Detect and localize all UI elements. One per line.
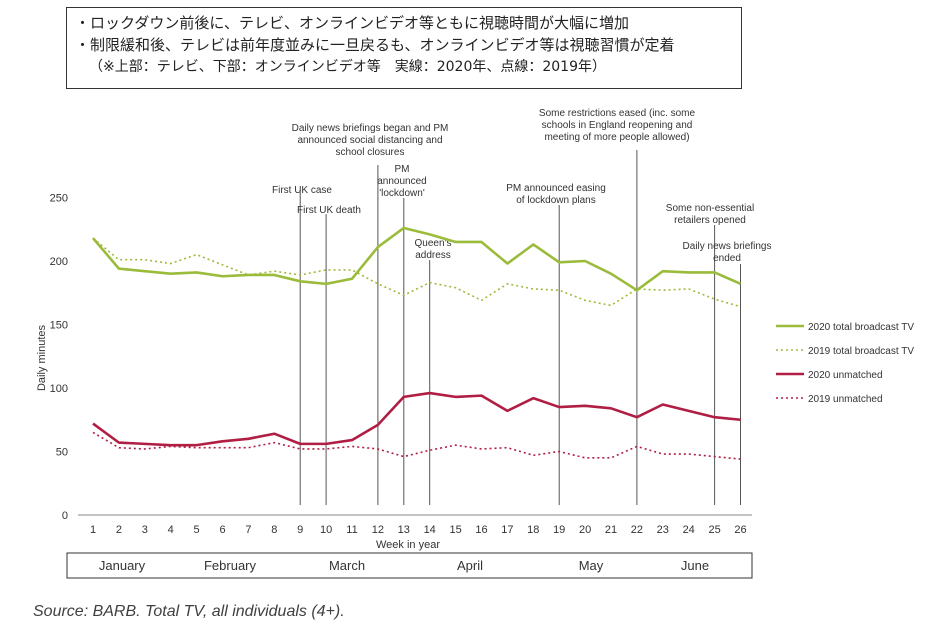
series-lines bbox=[92, 226, 742, 460]
x-tick-label: 2 bbox=[116, 524, 122, 536]
event-label: Queen's bbox=[415, 238, 452, 249]
legend-label: 2020 total broadcast TV bbox=[808, 322, 914, 333]
x-tick-label: 11 bbox=[346, 524, 357, 536]
y-tick-label: 250 bbox=[50, 193, 68, 205]
y-tick-label: 0 bbox=[62, 510, 68, 522]
legend-label: 2020 unmatched bbox=[808, 370, 883, 381]
event-label: of lockdown plans bbox=[516, 195, 596, 206]
x-tick-label: 13 bbox=[398, 524, 410, 536]
x-tick-label: 23 bbox=[657, 524, 669, 536]
note-line-3: （※上部：テレビ、下部：オンラインビデオ等 実線：2020年、点線：2019年） bbox=[89, 59, 606, 75]
event-label: announced bbox=[377, 176, 427, 187]
event-label: First UK death bbox=[297, 205, 361, 216]
y-tick-label: 50 bbox=[56, 447, 68, 459]
x-tick-label: 25 bbox=[708, 524, 720, 536]
event-label: address bbox=[415, 250, 451, 261]
x-tick-label: 26 bbox=[734, 524, 746, 536]
legend-label: 2019 unmatched bbox=[808, 394, 883, 405]
month-label: March bbox=[329, 558, 365, 573]
y-tick-label: 150 bbox=[50, 320, 68, 332]
event-label: Some restrictions eased (inc. some bbox=[539, 108, 696, 119]
y-tick-label: 100 bbox=[50, 383, 68, 395]
legend-label: 2019 total broadcast TV bbox=[808, 346, 914, 357]
summary-note-box: ・ロックダウン前後に、テレビ、オンラインビデオ等ともに視聴時間が大幅に増加 ・制… bbox=[66, 7, 742, 89]
y-axis-title: Daily minutes bbox=[36, 324, 48, 391]
series-line bbox=[92, 226, 742, 292]
month-label: May bbox=[579, 558, 604, 573]
series-line bbox=[92, 237, 741, 308]
x-tick-label: 12 bbox=[372, 524, 384, 536]
month-label: April bbox=[457, 558, 483, 573]
month-band: January February March April May June bbox=[66, 552, 753, 579]
x-tick-label: 22 bbox=[631, 524, 643, 536]
x-tick-label: 17 bbox=[501, 524, 513, 536]
x-tick-label: 20 bbox=[579, 524, 591, 536]
month-band-frame bbox=[66, 552, 753, 579]
event-label: Some non-essential bbox=[666, 203, 754, 214]
event-label: schools in England reopening and bbox=[542, 120, 693, 131]
event-label: First UK case bbox=[272, 185, 332, 196]
event-label: 'lockdown' bbox=[379, 188, 425, 199]
x-tick-label: 1 bbox=[90, 524, 96, 536]
x-tick-label: 14 bbox=[424, 524, 436, 536]
x-tick-label: 18 bbox=[527, 524, 539, 536]
series-line bbox=[92, 431, 741, 460]
event-label: ended bbox=[713, 253, 741, 264]
source-note: Source: BARB. Total TV, all individuals … bbox=[33, 603, 345, 620]
x-tick-label: 9 bbox=[297, 524, 303, 536]
y-tick-label: 200 bbox=[50, 256, 68, 268]
x-tick-label: 10 bbox=[320, 524, 332, 536]
x-axis-title: Week in year bbox=[376, 539, 440, 551]
event-label: school closures bbox=[336, 147, 405, 158]
x-tick-label: 6 bbox=[219, 524, 225, 536]
x-tick-label: 21 bbox=[605, 524, 617, 536]
event-label: announced social distancing and bbox=[297, 135, 442, 146]
x-tick-label: 3 bbox=[142, 524, 148, 536]
x-tick-label: 24 bbox=[683, 524, 695, 536]
x-tick-label: 8 bbox=[271, 524, 277, 536]
x-tick-label: 15 bbox=[449, 524, 461, 536]
note-line-2: ・制限緩和後、テレビは前年度並みに一旦戻るも、オンラインビデオ等は視聴習慣が定着 bbox=[75, 36, 675, 54]
x-tick-label: 4 bbox=[168, 524, 174, 536]
event-label: Daily news briefings began and PM bbox=[292, 123, 449, 134]
event-annotations: First UK case First UK death Daily news br… bbox=[272, 108, 771, 505]
chart-legend: 2020 total broadcast TV 2019 total broadc… bbox=[776, 322, 914, 405]
month-label: February bbox=[204, 558, 257, 573]
event-label: PM bbox=[395, 164, 410, 175]
x-tick-label: 16 bbox=[475, 524, 487, 536]
event-label: Daily news briefings bbox=[683, 241, 772, 252]
event-label: PM announced easing bbox=[506, 183, 606, 194]
series-line bbox=[92, 391, 741, 447]
event-label: meeting of more people allowed) bbox=[544, 132, 689, 143]
x-tick-label: 19 bbox=[553, 524, 565, 536]
x-tick-label: 5 bbox=[194, 524, 200, 536]
event-label: retailers opened bbox=[674, 215, 746, 226]
x-tick-label: 7 bbox=[245, 524, 251, 536]
month-label: January bbox=[99, 558, 146, 573]
note-line-1: ・ロックダウン前後に、テレビ、オンラインビデオ等ともに視聴時間が大幅に増加 bbox=[75, 14, 629, 32]
month-label: June bbox=[681, 558, 709, 573]
